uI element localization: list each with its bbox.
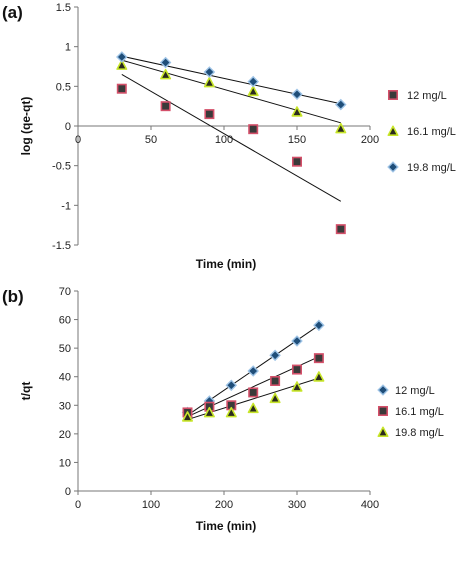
panel-label: (b) bbox=[2, 287, 24, 306]
legend-marker bbox=[387, 125, 399, 136]
legend-marker bbox=[377, 384, 389, 396]
y-tick-label: 1.5 bbox=[56, 2, 71, 14]
y-tick-label: 20 bbox=[59, 429, 71, 441]
data-point bbox=[291, 335, 303, 347]
data-point bbox=[313, 319, 325, 332]
panel-label: (a) bbox=[2, 3, 23, 22]
data-point bbox=[247, 365, 259, 377]
x-tick-label: 300 bbox=[288, 499, 306, 511]
data-point bbox=[269, 392, 281, 404]
data-point bbox=[291, 156, 302, 167]
trendline bbox=[121, 59, 341, 124]
y-axis-title: t/qt bbox=[19, 382, 33, 401]
series-1 bbox=[116, 59, 347, 134]
data-point bbox=[270, 375, 281, 386]
data-point bbox=[313, 353, 324, 364]
legend: 12 mg/L 16.1 mg/L 19.8 mg/L bbox=[387, 90, 456, 174]
x-tick-label: 0 bbox=[75, 134, 81, 146]
data-point bbox=[116, 83, 127, 94]
series-2 bbox=[116, 51, 347, 111]
y-tick-label: -0.5 bbox=[52, 161, 71, 173]
chart-panel-a: (a) 1.5 1 0.5 0 -0.5 -1 -1.5 0 50 100 150 200 Time (m… bbox=[2, 2, 456, 271]
series-0 bbox=[116, 83, 346, 235]
legend-label: 16.1 mg/L bbox=[407, 126, 456, 138]
x-tick-label: 200 bbox=[361, 134, 379, 146]
y-tick-label: 40 bbox=[59, 372, 71, 384]
data-point bbox=[203, 66, 216, 78]
data-point bbox=[225, 379, 238, 392]
legend-label: 19.8 mg/L bbox=[407, 162, 456, 174]
legend-marker bbox=[377, 405, 388, 416]
x-tick-label: 200 bbox=[215, 499, 233, 511]
y-tick-label: 70 bbox=[59, 286, 71, 298]
y-tick-label: 0 bbox=[65, 121, 71, 133]
x-tick-label: 50 bbox=[145, 134, 157, 146]
legend: 12 mg/L 16.1 mg/L 19.8 mg/L bbox=[377, 384, 444, 439]
data-point bbox=[247, 402, 259, 414]
data-point bbox=[269, 349, 281, 362]
data-point bbox=[116, 59, 128, 70]
legend-marker bbox=[387, 90, 398, 101]
series-1 bbox=[182, 353, 324, 418]
y-tick-label: 0 bbox=[65, 486, 71, 498]
y-tick-label: -1 bbox=[61, 200, 71, 212]
trendline bbox=[121, 74, 342, 202]
data-point bbox=[203, 406, 215, 418]
data-point bbox=[116, 51, 128, 63]
data-point bbox=[291, 88, 303, 101]
data-point bbox=[247, 85, 259, 97]
data-point bbox=[182, 411, 193, 422]
data-point bbox=[313, 371, 325, 382]
y-tick-label: 0.5 bbox=[56, 81, 71, 93]
y-tick-label: -1.5 bbox=[52, 240, 71, 252]
legend-label: 19.8 mg/L bbox=[395, 427, 444, 439]
y-tick-label: 1 bbox=[65, 42, 71, 54]
data-point bbox=[160, 101, 171, 112]
data-point bbox=[335, 122, 347, 134]
y-tick-label: 50 bbox=[59, 343, 71, 355]
data-point bbox=[291, 381, 303, 392]
x-tick-label: 150 bbox=[288, 134, 306, 146]
data-point bbox=[203, 76, 215, 88]
y-axis-title: log (qe-qt) bbox=[19, 97, 33, 156]
data-point bbox=[248, 387, 259, 398]
y-tick-label: 30 bbox=[59, 400, 71, 412]
data-point bbox=[335, 224, 346, 235]
data-point bbox=[248, 124, 259, 135]
y-tick-label: 60 bbox=[59, 315, 71, 327]
legend-label: 12 mg/L bbox=[407, 90, 447, 102]
x-axis-title: Time (min) bbox=[196, 257, 256, 271]
data-point bbox=[204, 109, 215, 120]
legend-marker bbox=[377, 426, 389, 438]
x-tick-label: 400 bbox=[361, 499, 379, 511]
series-2 bbox=[182, 371, 325, 422]
legend-label: 16.1 mg/L bbox=[395, 406, 444, 418]
x-tick-label: 100 bbox=[215, 134, 233, 146]
data-point bbox=[247, 75, 259, 88]
x-tick-label: 0 bbox=[75, 499, 81, 511]
y-tick-label: 10 bbox=[59, 457, 71, 469]
data-point bbox=[160, 68, 172, 80]
data-point bbox=[225, 406, 237, 418]
x-axis-title: Time (min) bbox=[196, 519, 256, 533]
data-point bbox=[159, 56, 172, 69]
data-point bbox=[335, 98, 347, 111]
trendline bbox=[121, 55, 341, 105]
data-point bbox=[291, 106, 303, 117]
legend-label: 12 mg/L bbox=[395, 385, 435, 397]
legend-marker bbox=[387, 161, 399, 173]
x-tick-label: 100 bbox=[142, 499, 160, 511]
data-point bbox=[291, 364, 302, 375]
